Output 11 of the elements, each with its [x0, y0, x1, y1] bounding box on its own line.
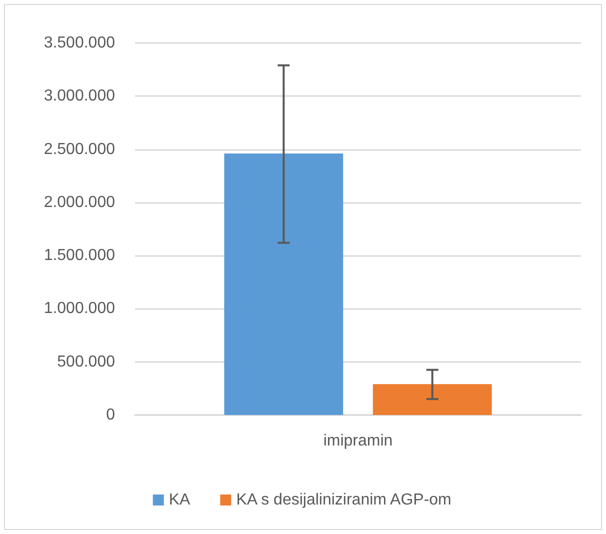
y-tick-label: 500.000 [57, 353, 116, 370]
x-tick-label: imipramin [323, 432, 393, 450]
y-tick-label: 2.000.000 [44, 194, 116, 211]
y-tick-label: 1.500.000 [44, 247, 116, 264]
legend-label: KA s desijaliniziranim AGP-om [236, 492, 452, 508]
y-tick-label: 3.500.000 [44, 34, 116, 52]
y-tick-label: 1.000.000 [44, 300, 116, 318]
y-tick-label: 0 [106, 406, 116, 424]
y-tick-label: 3.000.000 [44, 88, 116, 105]
y-tick-label: 2.500.000 [44, 140, 116, 158]
legend-label: KA [168, 492, 191, 508]
